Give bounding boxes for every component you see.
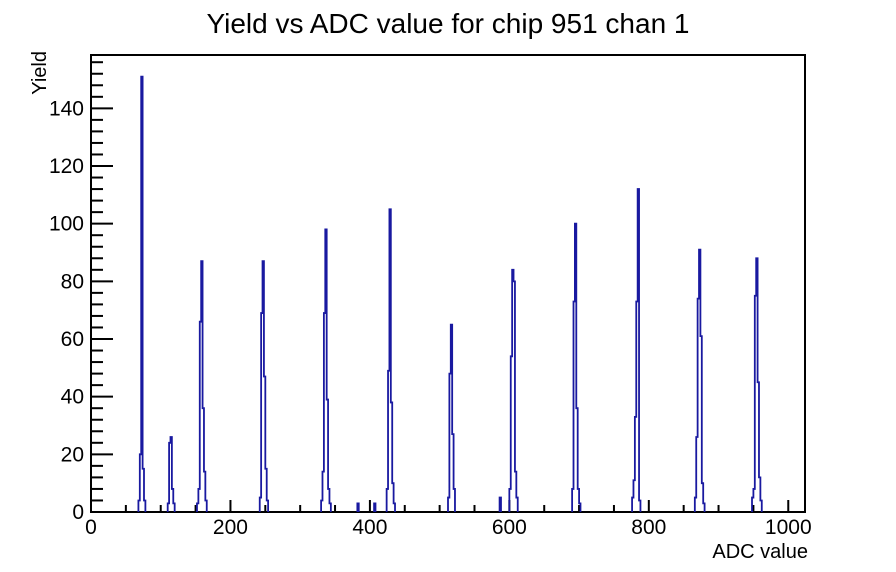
x-tick-label: 200	[213, 516, 248, 539]
y-tick-label: 60	[61, 328, 84, 351]
y-axis-title: Yield	[29, 51, 51, 95]
y-tick-label: 100	[49, 213, 84, 236]
x-tick-label: 800	[631, 516, 666, 539]
plot-frame	[90, 54, 806, 513]
chart-title: Yield vs ADC value for chip 951 chan 1	[206, 8, 690, 39]
y-tick-label: 120	[49, 155, 84, 178]
y-tick-label: 140	[49, 97, 84, 120]
histogram-line	[137, 75, 763, 512]
x-tick-label: 600	[492, 516, 527, 539]
y-tick-label: 80	[61, 270, 84, 293]
y-tick-label: 0	[72, 501, 84, 524]
x-axis-title: ADC value	[712, 541, 808, 563]
y-tick-label: 20	[61, 443, 84, 466]
x-tick-label: 400	[352, 516, 387, 539]
x-tick-label: 0	[85, 516, 97, 539]
x-tick-label: 1000	[765, 516, 812, 539]
y-tick-label: 40	[61, 386, 84, 409]
